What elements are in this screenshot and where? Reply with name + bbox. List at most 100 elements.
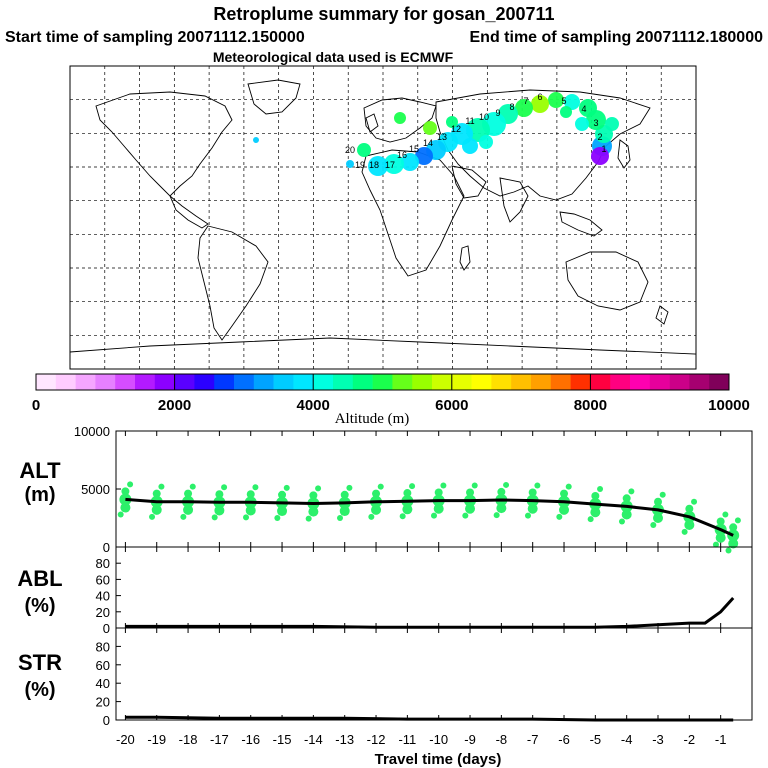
plume-cluster-dot <box>357 143 371 157</box>
altitude-cluster-dot <box>496 503 507 514</box>
altitude-cluster-dot <box>565 483 572 490</box>
x-tick-label: -8 <box>496 732 508 747</box>
altitude-cluster-dot <box>728 538 739 549</box>
colorbar-swatch <box>75 374 96 390</box>
time-series-panels: 0500010000ALT(m)020406080ABL(%)020406080… <box>17 424 753 728</box>
altitude-cluster-dot <box>121 487 130 496</box>
plume-cluster-dot <box>346 160 354 168</box>
colorbar-swatch <box>392 374 413 390</box>
x-tick-label: -5 <box>590 732 602 747</box>
altitude-cluster-dot <box>462 512 469 519</box>
altitude-cluster-dot <box>189 483 196 490</box>
plume-cluster-dot <box>368 156 388 176</box>
altitude-cluster-dot <box>409 483 416 490</box>
plume-day-label: 4 <box>581 104 586 114</box>
plume-day-label: 19 <box>355 160 365 170</box>
plume-clusters <box>253 92 619 176</box>
y-tick-label: 80 <box>96 639 110 654</box>
altitude-cluster-dot <box>339 506 350 517</box>
colorbar-swatch <box>432 374 453 390</box>
x-tick-label: -6 <box>558 732 570 747</box>
y-tick-label: 20 <box>96 605 110 620</box>
altitude-cluster-dot <box>729 523 738 532</box>
altitude-cluster-dot <box>184 489 193 498</box>
coastline <box>617 139 631 169</box>
colorbar-swatch <box>253 374 274 390</box>
altitude-cluster-dot <box>503 481 510 488</box>
colorbar-swatch <box>174 374 195 390</box>
y-tick-label: 80 <box>96 556 110 571</box>
altitude-cluster-dot <box>127 481 134 488</box>
altitude-cluster-dot <box>650 521 657 528</box>
x-tick-label: -17 <box>210 732 229 747</box>
plume-day-label: 1 <box>601 144 606 154</box>
panel-label-str: STR <box>18 650 62 675</box>
plume-day-label: 5 <box>561 96 566 106</box>
altitude-cluster-dot <box>246 490 255 499</box>
altitude-cluster-dot <box>309 491 318 500</box>
altitude-cluster-dot <box>534 482 541 489</box>
coastline <box>169 195 209 229</box>
colorbar-swatch <box>234 374 255 390</box>
altitude-cluster-dot <box>685 504 694 513</box>
coastline <box>365 113 379 133</box>
altitude-cluster-dot <box>337 515 344 521</box>
coastline <box>69 337 697 370</box>
colorbar-swatch <box>95 374 116 390</box>
x-tick-label: -14 <box>304 732 323 747</box>
colorbar-tick-label: 2000 <box>158 397 191 414</box>
altitude-cluster-dot <box>466 488 475 497</box>
altitude-cluster-dot <box>243 514 250 521</box>
y-tick-label: 40 <box>96 676 110 691</box>
altitude-cluster-dot <box>305 515 312 522</box>
x-axis-title: Travel time (days) <box>375 751 502 768</box>
altitude-cluster-dot <box>654 497 663 506</box>
x-tick-label: -11 <box>398 732 416 747</box>
altitude-cluster-dot <box>622 494 631 503</box>
x-tick-label: -15 <box>273 732 292 747</box>
altitude-cluster-dot <box>371 504 382 515</box>
altitude-cluster-dot <box>590 507 601 518</box>
y-tick-label: 0 <box>103 621 110 636</box>
altitude-cluster-dot <box>315 485 322 492</box>
altitude-cluster-dot <box>560 489 569 498</box>
altitude-cluster-dot <box>308 506 319 517</box>
colorbar-swatch <box>630 374 651 390</box>
altitude-cluster-dot <box>722 511 729 518</box>
colorbar-swatch <box>352 374 373 390</box>
coastline <box>197 225 269 341</box>
altitude-cluster-dot <box>465 503 476 514</box>
altitude-cluster-dot <box>117 511 124 518</box>
colorbar-swatch <box>709 374 730 390</box>
panel-unit-alt: (m) <box>24 484 55 506</box>
coastline <box>565 251 649 311</box>
y-tick-label: 0 <box>103 540 110 555</box>
plume-cluster-dot <box>423 121 437 135</box>
altitude-cluster-dot <box>653 513 664 523</box>
colorbar-swatch <box>689 374 710 390</box>
plume-day-label: 16 <box>397 150 407 160</box>
x-tick-labels: -20 -19 -18 -17 -16 -15 -14 -13 -12 -11 -10 -9 -8 -7 -… <box>116 732 726 747</box>
altitude-cluster-dot <box>621 509 632 520</box>
altitude-cluster-dot <box>684 519 695 530</box>
plume-cluster-dot <box>560 106 572 118</box>
colorbar-swatch <box>590 374 611 390</box>
y-tick-label: 0 <box>103 713 110 728</box>
plume-cluster-dot <box>401 153 419 171</box>
plume-cluster-dot <box>531 95 549 113</box>
y-tick-label: 20 <box>96 695 110 710</box>
y-tick-label: 10000 <box>74 424 110 439</box>
altitude-cluster-dot <box>528 488 537 497</box>
altitude-cluster-dot <box>712 541 719 548</box>
altitude-cluster-dot <box>524 512 531 519</box>
plume-day-label: 11 <box>465 116 474 126</box>
plume-cluster-dot <box>564 94 580 110</box>
colorbar-swatch <box>511 374 532 390</box>
altitude-cluster-dot <box>402 504 413 515</box>
altitude-cluster-dot <box>559 504 570 515</box>
x-tick-label: -12 <box>367 732 386 747</box>
colorbar-tick-label: 6000 <box>435 397 468 414</box>
altitude-cluster-dot <box>120 502 131 513</box>
